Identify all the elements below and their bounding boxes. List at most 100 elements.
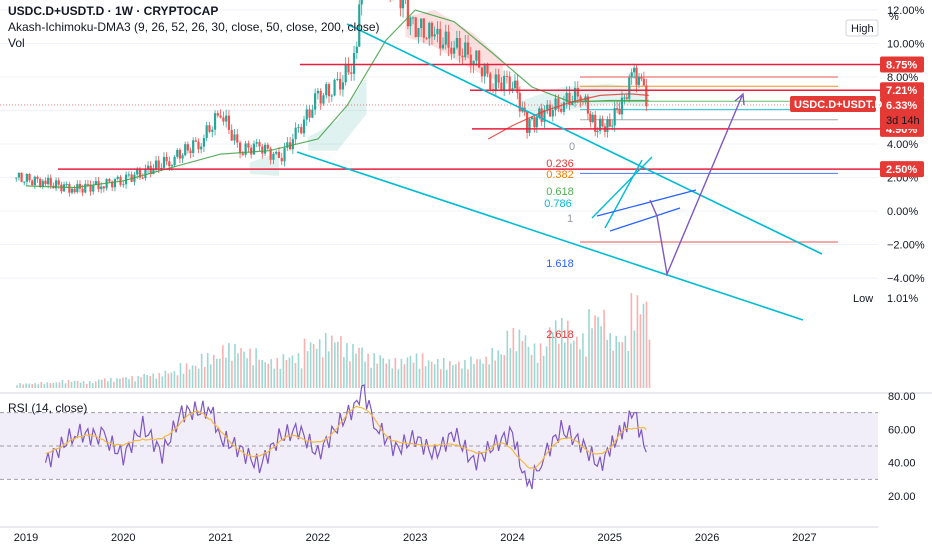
candle-body [533,117,536,128]
volume-bar [167,373,170,388]
volume-legend[interactable]: Vol [8,36,25,50]
volume-bar [579,349,581,388]
candle-body [478,50,481,68]
candle-body [425,37,428,39]
candle-body [494,74,497,90]
volume-bar [567,320,569,388]
volume-bar [279,368,282,388]
volume-bar [158,373,161,388]
volume-bar [573,340,575,388]
time-axis[interactable]: 2019 2020 2021 2022 2023 2024 2025 2026 2027 [0,526,878,544]
volume-bar [491,348,493,388]
candle-body [633,67,636,73]
volume-bar [164,370,167,388]
volume-bar [461,368,463,388]
volume-bar [170,372,173,388]
candle-body [97,181,100,190]
drawing-lines [0,23,880,321]
candle-body [333,79,336,96]
candle-body [86,183,90,185]
candle-body [586,96,590,114]
volume-bar [400,358,403,388]
volume-bar [367,353,369,388]
candle-body [144,169,147,179]
volume-bar [231,360,233,388]
candle-body [598,118,602,131]
moving-averages [25,9,649,189]
volume-bar [318,339,321,388]
candle-body [608,119,611,127]
indicator-legend[interactable]: Akash-Ichimoku-DMA3 (9, 26, 52, 26, 30, … [8,20,380,34]
candle-body [466,42,470,55]
volume-bar [191,365,194,388]
volume-bar [82,381,85,388]
volume-bar [630,293,633,388]
candle-body [41,180,44,187]
volume-bar [639,314,642,388]
candle-body [178,149,182,159]
volume-bar [527,346,530,388]
volume-bar [346,343,348,388]
candle-body [227,115,231,130]
volume-bar [464,360,466,388]
candle-body [411,17,415,19]
volume-bar [185,363,188,388]
volume-bar [228,343,230,388]
candle-body [60,184,63,192]
volume-bar [234,344,236,388]
volume-bar [479,359,481,388]
volume-bar [570,343,572,388]
candle-body [433,34,436,37]
volume-bar [19,383,21,388]
volume-bar [110,378,112,388]
candle-body [589,113,592,123]
volume-bar [222,345,224,388]
volume-bar [554,320,557,388]
volume-bar [85,383,88,388]
volume-bar [25,383,27,388]
low-label: Low [853,293,873,305]
volume-bar [297,353,300,388]
volume-bar [294,362,297,388]
candle-body [36,176,39,179]
candle-body [308,109,311,118]
candle-body [594,114,597,132]
volume-bar [161,376,164,388]
wedge-line [591,156,653,219]
candle-body [100,186,103,190]
price-tick-label: 12.00% [887,5,925,17]
volume-bar [128,379,130,388]
volume-bar [70,381,73,388]
volume-bar [52,382,55,388]
current-value-box [880,96,924,129]
candle-body [65,183,68,185]
time-tick-label: 2021 [208,532,232,544]
candle-body [302,119,306,134]
symbol-title[interactable]: USDC.D+USDT.D · 1W · CRYPTOCAP [8,4,219,18]
candle-body [511,88,514,91]
candle-body [439,28,442,49]
volume-bar [116,378,118,388]
rsi-line [44,384,647,490]
candle-body [535,117,538,128]
fib-label: 1.618 [546,258,574,270]
price-axis[interactable]: 16.00%14.00%12.00%10.00%8.00%6.00%4.00%2… [790,0,925,305]
ma50-line [25,9,649,189]
rsi-legend[interactable]: RSI (14, close) [8,401,88,415]
projection-arrow [734,92,745,106]
candle-body [513,80,517,89]
candle-body [525,112,529,133]
candle-body [44,180,47,185]
price-tick-label: 0.00% [887,206,918,218]
candle-body [336,78,339,80]
candle-body [422,18,425,38]
ma200-line [487,93,649,140]
candle-body [420,18,423,29]
volume-bar [412,362,415,388]
volume-bar [125,377,127,388]
volume-bar [597,316,599,388]
volume-bar [104,378,106,388]
candle-body [186,144,189,151]
volume-bar [40,382,43,388]
